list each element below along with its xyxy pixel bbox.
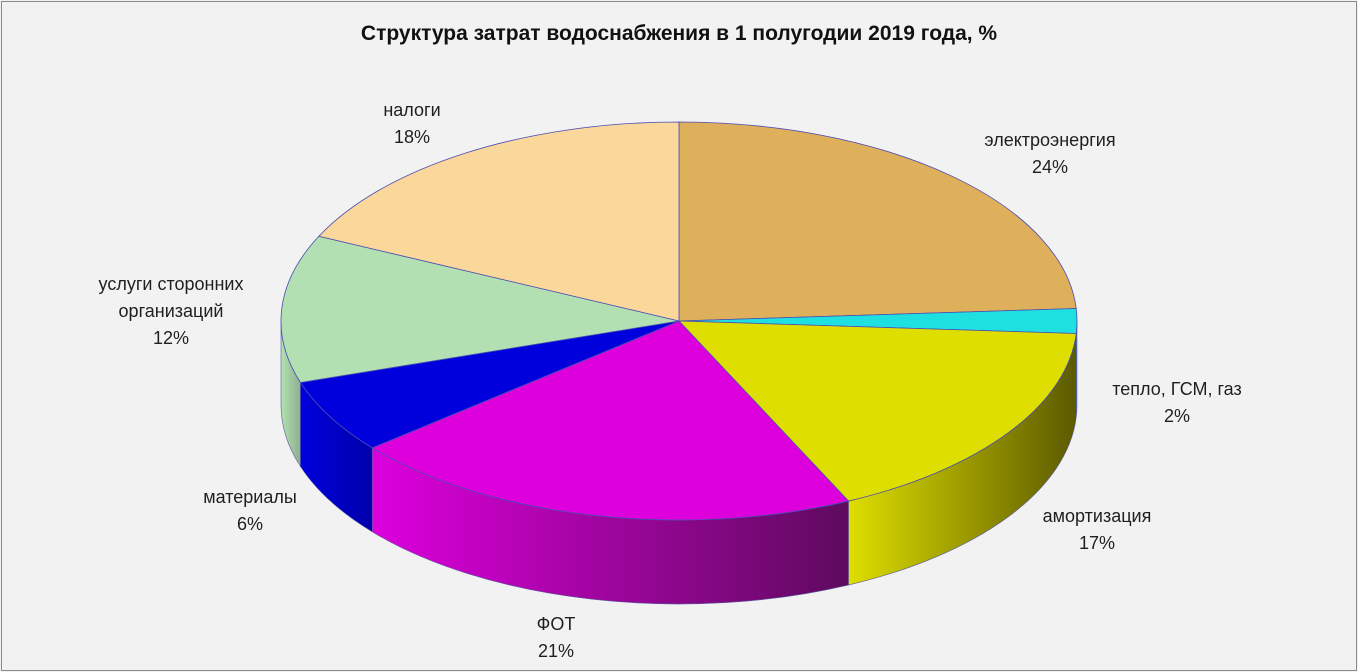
pie-slice-5 (299, 320, 680, 449)
slice-label-5: материалы 6% (203, 487, 297, 534)
slice-label-1: электроэнергия 24% (984, 130, 1115, 177)
pie-slice-4 (371, 320, 850, 521)
slice-label-7: налоги 18% (383, 100, 440, 147)
slice-label-6: услуги сторонних организаций 12% (99, 274, 244, 348)
slice-label-4: ФОТ 21% (537, 614, 576, 661)
slice-label-2: тепло, ГСМ, газ 2% (1112, 379, 1241, 426)
pie-slice-6 (280, 235, 680, 383)
chart-title: Структура затрат водоснабжения в 1 полуг… (360, 22, 998, 45)
pie-slice-1 (678, 121, 1077, 322)
pie-slice-7 (318, 121, 680, 322)
slice-label-3: амортизация 17% (1043, 506, 1152, 553)
pie-slice-3 (678, 320, 1077, 502)
